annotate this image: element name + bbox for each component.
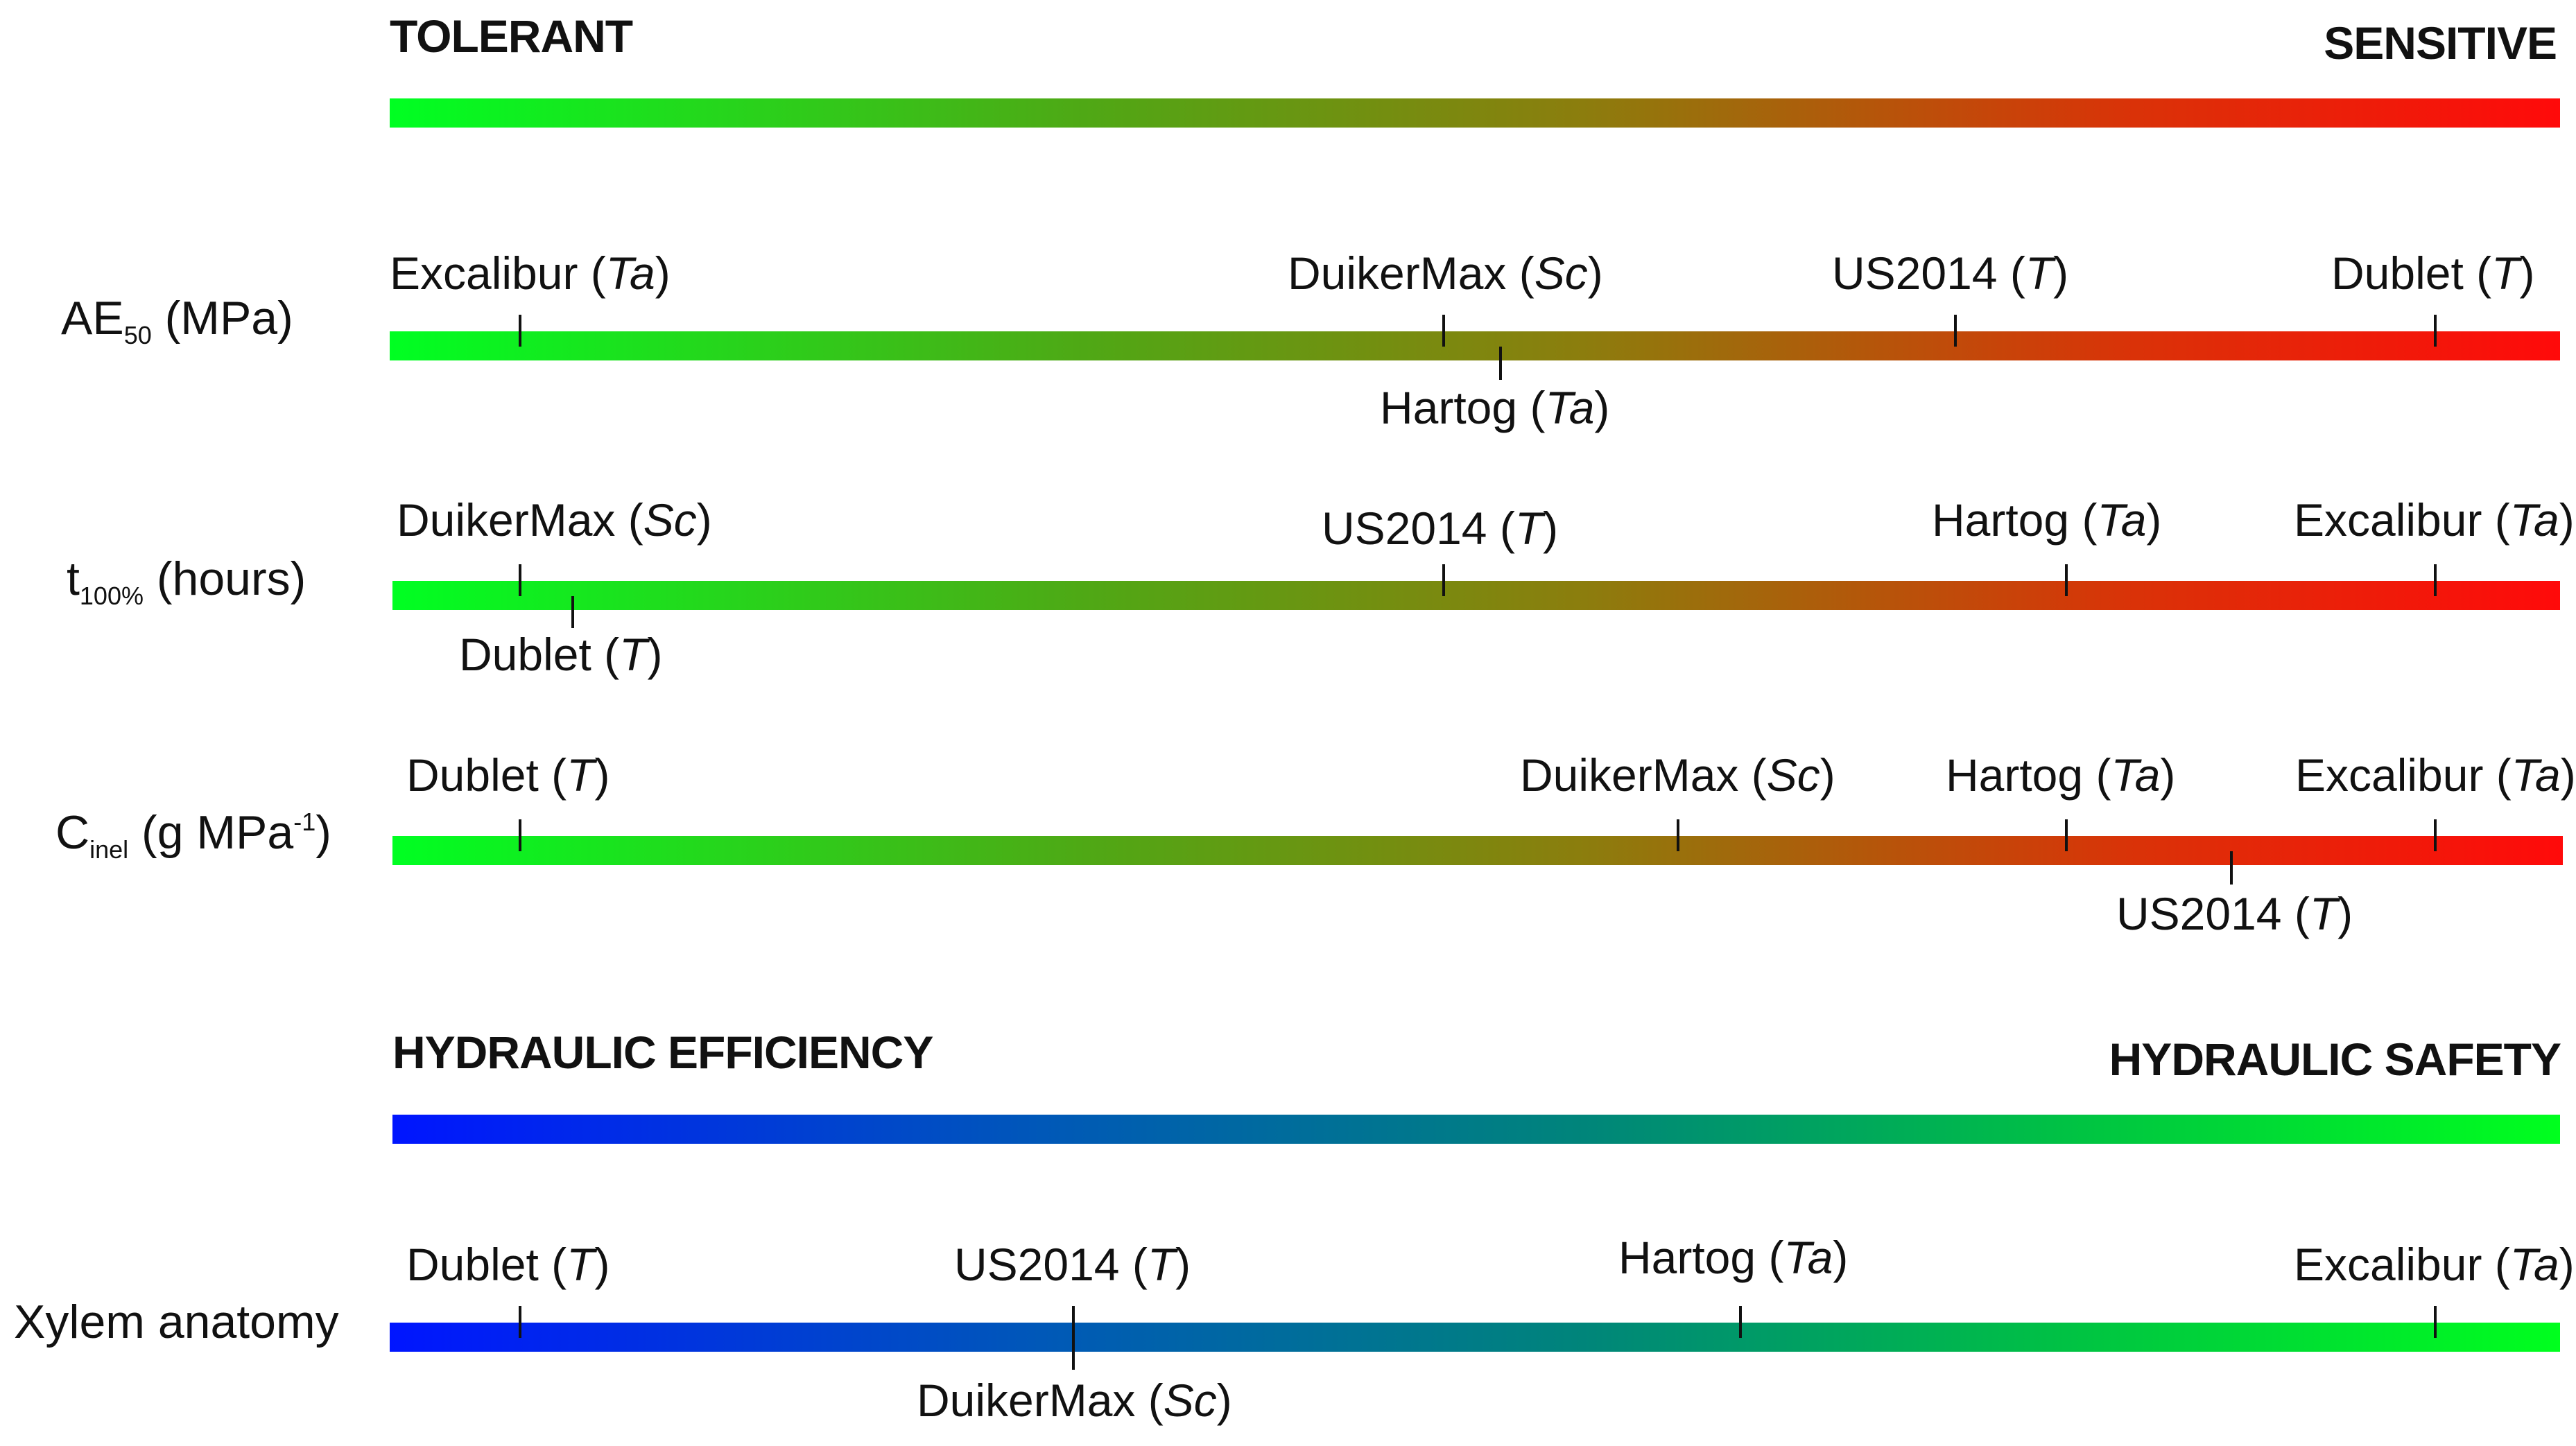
cultivar-label: DuikerMax (Sc) [1288,247,1603,299]
tick-mark [2434,819,2437,851]
cultivar-label: Excalibur (Ta) [390,247,671,299]
tick-mark [1072,1306,1075,1370]
tick-mark [519,1306,521,1338]
cinel-bar [392,836,2563,865]
cultivar-label: US2014 (T) [954,1239,1191,1290]
cultivar-label: DuikerMax (Sc) [397,494,712,546]
tick-mark [1442,315,1445,347]
cultivar-label: DuikerMax (Sc) [1520,749,1835,801]
cultivar-label: Excalibur (Ta) [2295,749,2576,801]
row-label-cinel: Cinel (g MPa-1) [55,806,331,864]
cultivar-label: Dublet (T) [459,629,663,680]
cultivar-label: Hartog (Ta) [1932,494,2162,546]
cultivar-label: Hartog (Ta) [1946,749,2176,801]
cultivar-label: US2014 (T) [2116,888,2353,939]
hydraulic-scale-bar [392,1115,2560,1144]
xylem-anatomy-bar [390,1323,2560,1352]
tick-mark [571,596,574,628]
cultivar-label: US2014 (T) [1322,503,1559,554]
cultivar-label: Excalibur (Ta) [2294,494,2575,546]
tick-mark [519,315,521,347]
row-label-t100: t100% (hours) [67,552,306,610]
tick-mark [1954,315,1957,347]
scale-left-label-hydraulic-efficiency: HYDRAULIC EFFICIENCY [392,1027,933,1078]
tick-mark [2230,851,2233,885]
tick-mark [1499,347,1502,380]
tick-mark [2434,315,2437,347]
tick-mark [2434,1306,2437,1338]
scale-right-label-sensitive: SENSITIVE [2324,17,2557,69]
scale-right-label-hydraulic-safety: HYDRAULIC SAFETY [2109,1034,2561,1085]
tick-mark [2065,819,2068,851]
cultivar-label: Excalibur (Ta) [2294,1239,2575,1290]
cultivar-label: Dublet (T) [406,1239,610,1290]
row-label-ae50: AE50 (MPa) [61,292,293,349]
cultivar-label: Dublet (T) [2331,247,2535,299]
tick-mark [519,564,521,596]
cultivar-label: Hartog (Ta) [1618,1232,1849,1283]
cultivar-label: DuikerMax (Sc) [917,1375,1232,1426]
row-label-xylem-anatomy: Xylem anatomy [14,1296,339,1348]
tick-mark [1739,1306,1742,1338]
ae50-bar [390,331,2560,360]
tick-mark [2434,564,2437,596]
scale-left-label-tolerant: TOLERANT [390,10,633,62]
tick-mark [519,819,521,851]
cultivar-label: Dublet (T) [406,749,610,801]
cultivar-label: US2014 (T) [1832,247,2069,299]
tick-mark [1442,564,1445,596]
tick-mark [1677,819,1679,851]
sensitivity-scale-bar [390,98,2560,128]
t100-bar [392,581,2560,610]
cultivar-label: Hartog (Ta) [1380,382,1610,433]
tick-mark [2065,564,2068,596]
